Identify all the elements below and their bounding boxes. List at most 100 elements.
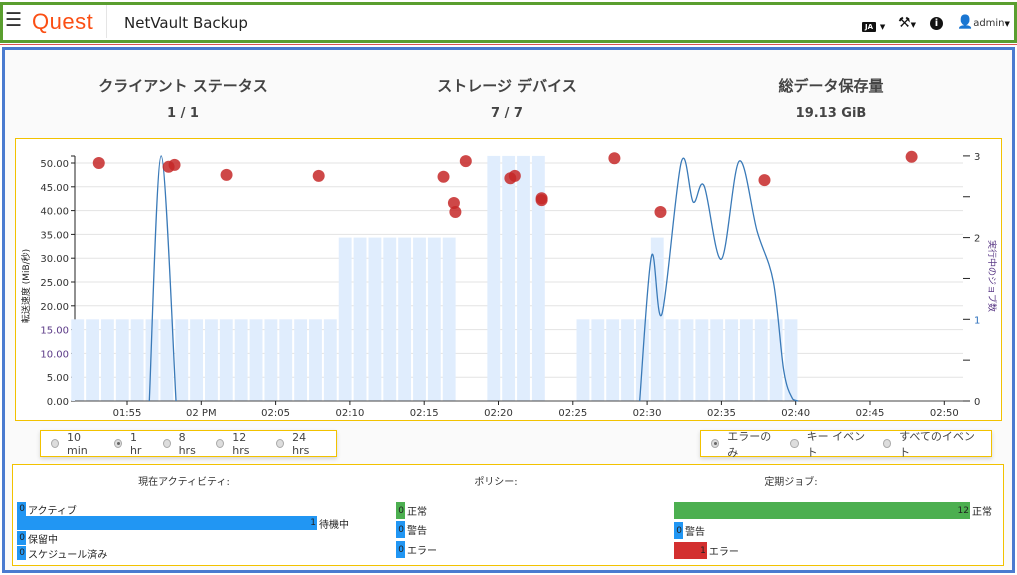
- job-count-bar: [531, 155, 545, 401]
- job-count-bar: [665, 319, 679, 401]
- jobs-row[interactable]: 1 エラー: [674, 542, 739, 559]
- y-tick-label: 5.00: [47, 373, 69, 384]
- policy-bar[interactable]: 0: [396, 541, 405, 558]
- policy-label: 警告: [407, 526, 427, 537]
- activity-bar[interactable]: 0: [17, 502, 26, 516]
- chat-language-icon: JA: [862, 22, 877, 32]
- event-filter-option[interactable]: エラーのみ: [711, 428, 776, 460]
- storage-devices-value[interactable]: 7 / 7: [491, 106, 523, 121]
- job-count-bar: [710, 319, 724, 401]
- policy-bar[interactable]: 0: [396, 521, 405, 538]
- error-event-dot[interactable]: [168, 158, 181, 171]
- job-count-bar: [487, 155, 501, 401]
- error-event-dot[interactable]: [447, 196, 460, 209]
- user-icon: 👤: [957, 15, 974, 30]
- job-count-bar: [739, 319, 753, 401]
- y-tick-label: 10.00: [40, 349, 69, 360]
- x-tick-label: 02:15: [410, 408, 439, 419]
- y-tick-label: 35.00: [40, 230, 69, 241]
- activity-row[interactable]: 1 待機中: [17, 516, 349, 531]
- radio-button[interactable]: [882, 439, 892, 448]
- job-count-bar: [398, 237, 412, 401]
- tools-menu-button[interactable]: ⚒▼: [898, 15, 916, 31]
- job-count-bar: [71, 319, 85, 401]
- job-count-bar: [784, 319, 798, 401]
- job-count-bar: [650, 237, 664, 401]
- job-count-bar: [175, 319, 189, 401]
- language-button[interactable]: JA ▼: [862, 18, 885, 32]
- client-status-value[interactable]: 1 / 1: [167, 106, 199, 121]
- activity-bar[interactable]: 0: [17, 546, 26, 560]
- jobs-bar[interactable]: 0: [674, 522, 683, 539]
- activity-label: 待機中: [319, 519, 349, 531]
- error-event-dot[interactable]: [449, 206, 462, 219]
- policy-row[interactable]: 0 正常: [396, 502, 427, 519]
- job-count-bar: [323, 319, 337, 401]
- radio-button[interactable]: [114, 439, 122, 448]
- error-event-dot[interactable]: [92, 157, 105, 169]
- x-tick-label: 02:45: [856, 408, 885, 419]
- event-filter-option[interactable]: キー イベント: [790, 428, 868, 460]
- activity-row[interactable]: 0 保留中: [17, 531, 58, 546]
- radio-button[interactable]: [276, 439, 285, 448]
- error-event-dot[interactable]: [459, 155, 472, 168]
- job-count-bar: [234, 319, 248, 401]
- radio-button[interactable]: [711, 439, 720, 448]
- transfer-chart: 0.00 5.00 10.00 15.00 20.00 25.00 30.00 35.00 40…: [15, 138, 1002, 421]
- x-tick-label: 02:25: [558, 408, 587, 419]
- radio-button[interactable]: [216, 439, 225, 448]
- jobs-row[interactable]: 12 正常: [674, 502, 992, 519]
- jobs-bar[interactable]: 1: [674, 542, 707, 559]
- policy-row[interactable]: 0 エラー: [396, 541, 437, 558]
- x-tick-label: 02:35: [707, 408, 736, 419]
- radio-button[interactable]: [51, 439, 60, 448]
- error-event-dot[interactable]: [535, 194, 548, 207]
- error-event-dot[interactable]: [608, 152, 621, 165]
- error-event-dot[interactable]: [312, 169, 325, 182]
- jobs-bar[interactable]: 12: [674, 502, 970, 519]
- job-count-bar: [383, 237, 397, 401]
- quest-logo[interactable]: Quest: [32, 9, 94, 34]
- user-menu-button[interactable]: 👤admin▼: [957, 15, 1010, 30]
- radio-button[interactable]: [162, 439, 171, 448]
- job-count-bar: [279, 319, 293, 401]
- x-tick-label: 02:10: [335, 408, 364, 419]
- activity-row[interactable]: 0 スケジュール済み: [17, 546, 107, 561]
- time-range-option[interactable]: 1 hr: [114, 431, 149, 457]
- transfer-rate-line: [148, 155, 177, 402]
- y-tick-label: 40.00: [40, 207, 69, 218]
- event-filter-option[interactable]: すべてのイベント: [882, 428, 977, 460]
- activity-row[interactable]: 0 アクティブ: [17, 502, 77, 517]
- caret-down-icon: ▼: [910, 21, 916, 29]
- radio-button[interactable]: [790, 439, 799, 448]
- job-count-bar: [309, 319, 322, 401]
- jobs-row[interactable]: 0 警告: [674, 522, 705, 539]
- error-event-dot[interactable]: [437, 170, 450, 183]
- time-range-option[interactable]: 10 min: [51, 431, 100, 457]
- error-event-dot[interactable]: [220, 168, 233, 181]
- hamburger-menu-icon[interactable]: ☰: [5, 9, 23, 31]
- error-event-dot[interactable]: [905, 150, 918, 163]
- error-event-dot[interactable]: [654, 206, 667, 219]
- radio-label: 10 min: [67, 430, 88, 457]
- job-count-bar: [130, 319, 144, 401]
- info-icon[interactable]: i: [930, 17, 943, 30]
- job-count-bar: [353, 237, 367, 401]
- job-count-bar: [160, 319, 174, 401]
- activity-bar[interactable]: 1: [17, 516, 317, 530]
- radio-label: エラーのみ: [727, 429, 772, 459]
- activity-bar[interactable]: 0: [17, 531, 26, 545]
- job-count-bar: [190, 319, 204, 401]
- policy-row[interactable]: 0 警告: [396, 521, 427, 538]
- error-event-dot[interactable]: [758, 174, 771, 187]
- time-range-option[interactable]: 24 hrs: [276, 431, 322, 457]
- time-range-option[interactable]: 12 hrs: [216, 431, 262, 457]
- time-range-option[interactable]: 8 hrs: [162, 431, 203, 457]
- job-count-bar: [264, 319, 278, 401]
- policy-title: ポリシー:: [474, 477, 518, 488]
- caret-down-icon: ▼: [1004, 20, 1010, 28]
- policy-bar[interactable]: 0: [396, 502, 405, 519]
- error-event-dot[interactable]: [508, 169, 521, 182]
- radio-label: キー イベント: [806, 429, 866, 459]
- job-count-bar: [606, 319, 620, 401]
